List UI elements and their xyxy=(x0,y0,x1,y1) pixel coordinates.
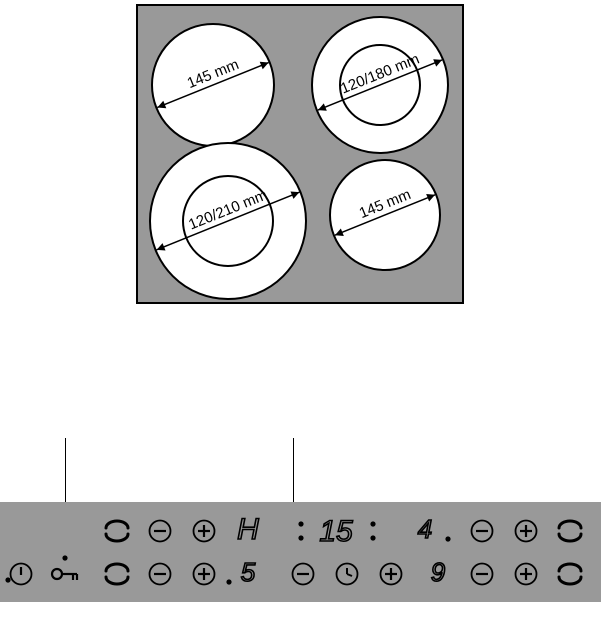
zone-front-left xyxy=(151,23,275,147)
timer-display: 15 xyxy=(319,515,353,548)
timer-colon-dot xyxy=(370,521,375,526)
lock-indicator-dot xyxy=(62,555,67,560)
display-top-left: H xyxy=(237,513,259,546)
timer-colon-dot xyxy=(370,535,375,540)
indicator-dot xyxy=(5,577,10,582)
zone-rear-right xyxy=(329,159,441,271)
display-bottom-left: 5 xyxy=(241,557,256,587)
control-panel: 5 9 H 15 4 xyxy=(0,502,601,602)
control-panel-svg: 5 9 H 15 4 xyxy=(0,502,601,602)
display-bottom-right: 9 xyxy=(431,557,445,587)
indicator-dot-tr xyxy=(445,536,450,541)
timer-colon-dot xyxy=(298,535,303,540)
indicator-dot-bl xyxy=(226,579,231,584)
display-top-right: 4 xyxy=(418,514,432,544)
timer-colon-dot xyxy=(298,521,303,526)
